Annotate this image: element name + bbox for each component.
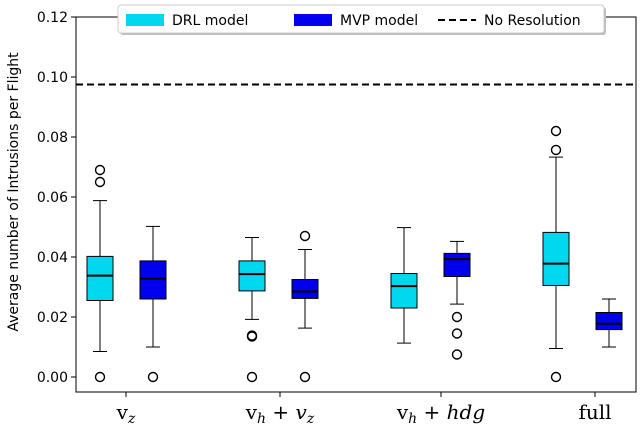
legend-box: [117, 4, 605, 34]
box-body: [390, 273, 418, 309]
outlier-point: [147, 371, 159, 383]
x-category-label: vz: [116, 400, 136, 427]
y-tick-label: 0.04: [37, 250, 68, 266]
box-mvp-0: [139, 225, 167, 383]
box-body: [595, 312, 623, 331]
outlier-point: [246, 371, 258, 383]
box-body: [542, 231, 570, 286]
x-category-label: full: [578, 400, 611, 424]
box-body: [291, 279, 319, 299]
outlier-point: [299, 371, 311, 383]
outlier-point: [451, 349, 463, 360]
y-tick-label: 0.08: [37, 130, 68, 146]
outlier-point: [246, 330, 258, 341]
outlier-point: [451, 328, 463, 339]
y-tick-label: 0.10: [37, 70, 68, 86]
y-tick-label: 0.06: [37, 190, 68, 206]
legend-label: DRL model: [172, 13, 248, 29]
outlier-point: [94, 164, 106, 176]
outlier-point: [550, 371, 562, 383]
legend-label: No Resolution: [484, 13, 581, 29]
box-mvp-1: [291, 230, 319, 383]
outlier-point: [94, 176, 106, 188]
y-tick-label: 0.00: [37, 370, 68, 386]
x-category-label: vh + hdg: [396, 400, 485, 427]
outlier-point: [94, 371, 106, 383]
box-drl-3: [542, 125, 570, 383]
legend-label: MVP model: [340, 13, 418, 29]
y-axis-label: Average number of Intrusions per Flight: [6, 52, 22, 332]
plot-area: [76, 83, 636, 383]
box-body: [86, 255, 114, 301]
x-category-label: vh + vz: [245, 400, 315, 427]
box-drl-0: [86, 164, 114, 383]
outlier-point: [550, 125, 562, 137]
outlier-point: [299, 230, 311, 242]
legend: DRL model MVP model No Resolution: [117, 4, 606, 35]
box-drl-1: [238, 237, 266, 383]
legend-swatch: [126, 14, 164, 26]
box-body: [139, 260, 167, 300]
box-body: [443, 252, 471, 277]
plot-frame: [75, 16, 637, 393]
y-tick-label: 0.02: [37, 310, 68, 326]
box-drl-2: [390, 227, 418, 344]
box-mvp-3: [595, 298, 623, 348]
legend-swatch: [294, 14, 332, 26]
outlier-point: [451, 311, 463, 323]
box-mvp-2: [443, 240, 471, 360]
axes: 0.00 0.02 0.04 0.06 0.08 0.10 0.12 vz vh + vz vh …: [37, 10, 637, 427]
box-body: [238, 260, 266, 292]
y-tick-label: 0.12: [37, 10, 68, 26]
outlier-point: [550, 144, 562, 156]
